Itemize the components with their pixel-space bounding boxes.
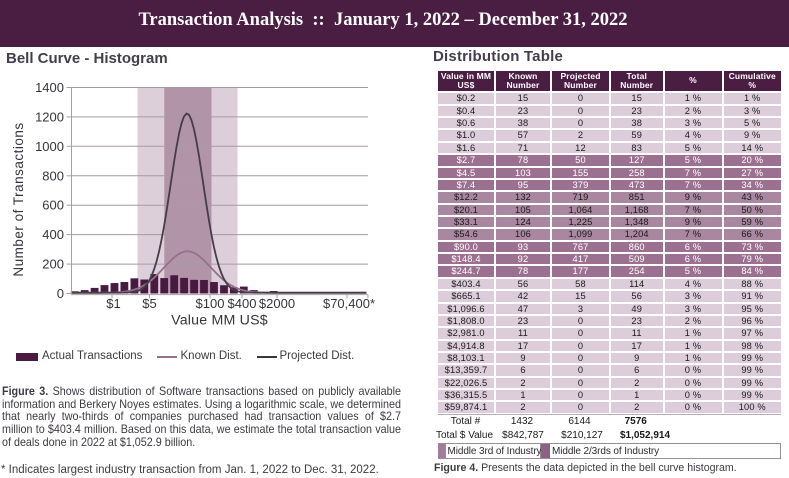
svg-text:$70,400*: $70,400*: [323, 296, 375, 311]
svg-text:400: 400: [42, 227, 64, 242]
svg-text:$2000: $2000: [259, 296, 295, 311]
svg-text:600: 600: [42, 198, 64, 213]
svg-text:200: 200: [42, 257, 64, 272]
svg-text:$1: $1: [106, 296, 120, 311]
svg-text:$400: $400: [228, 296, 257, 311]
svg-text:800: 800: [42, 168, 64, 183]
svg-text:1200: 1200: [35, 109, 64, 124]
svg-text:Value MM US$: Value MM US$: [171, 313, 268, 329]
svg-text:0: 0: [57, 286, 64, 301]
svg-text:$100: $100: [196, 296, 225, 311]
svg-text:Number of Transactions: Number of Transactions: [11, 122, 26, 276]
svg-text:1400: 1400: [35, 80, 64, 95]
svg-text:$5: $5: [142, 296, 156, 311]
svg-text:1000: 1000: [35, 139, 64, 154]
